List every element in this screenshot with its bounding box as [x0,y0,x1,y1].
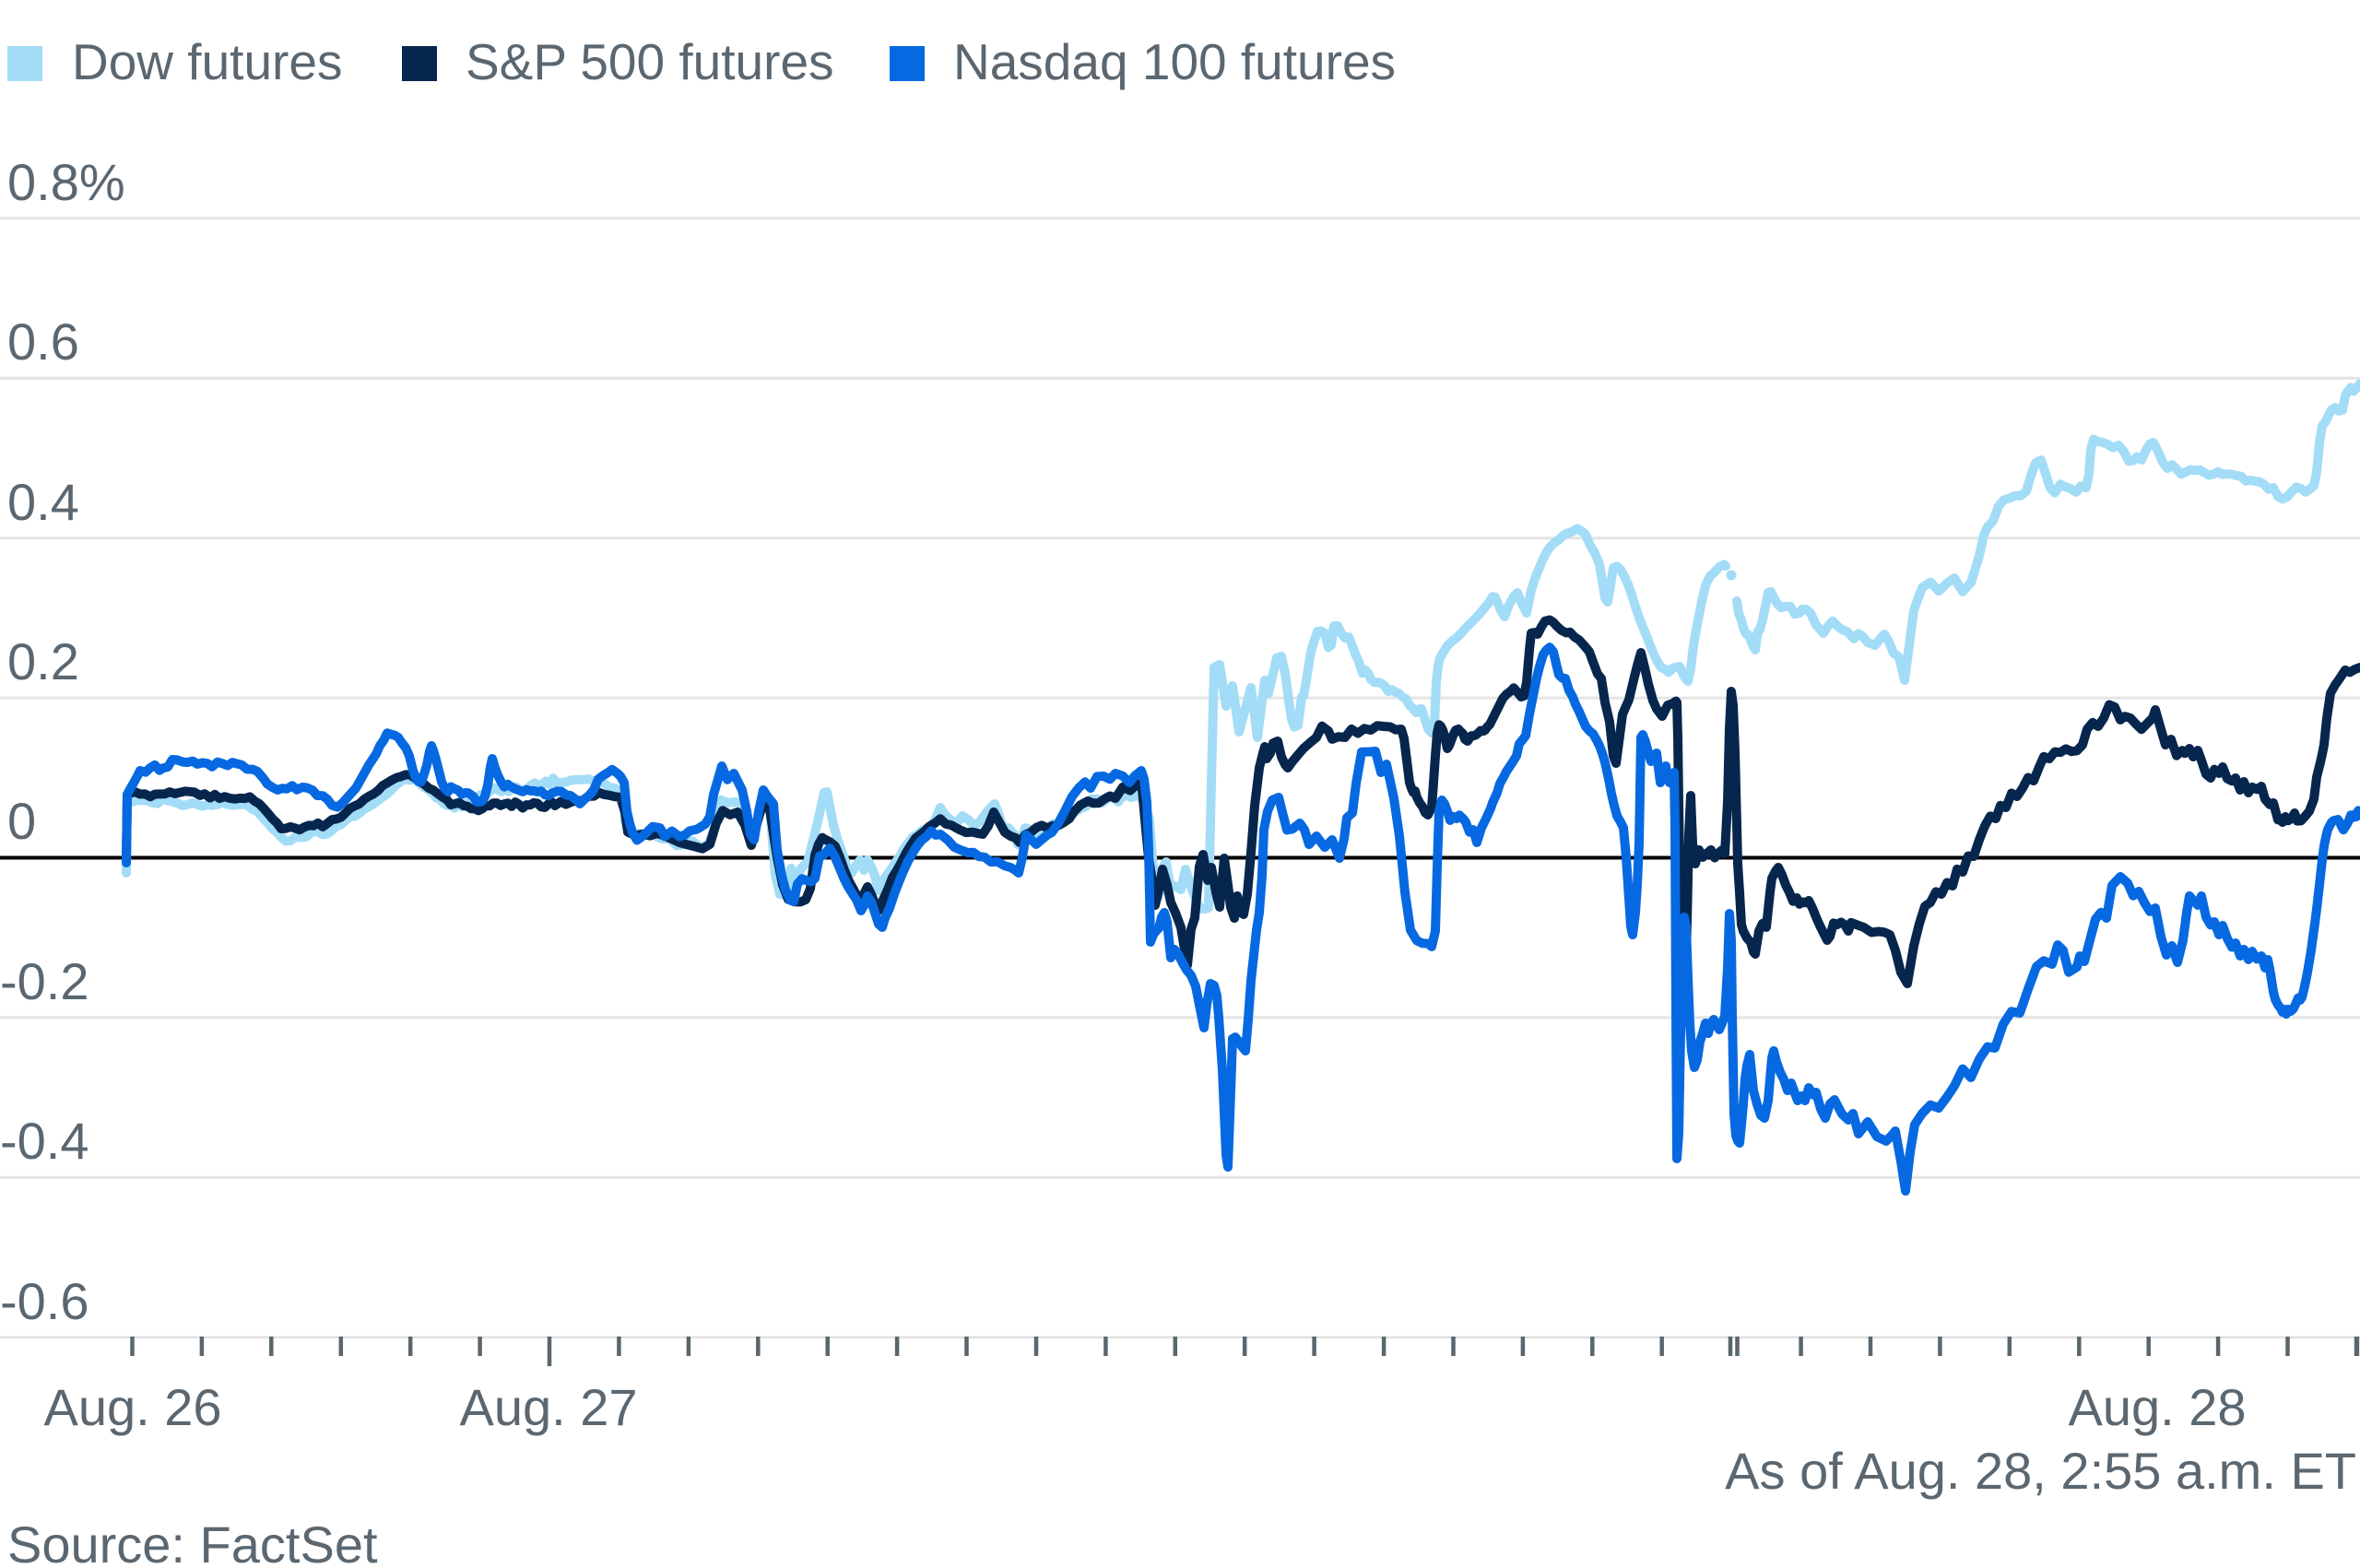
svg-text:As of Aug. 28, 2:55 a.m. ET: As of Aug. 28, 2:55 a.m. ET [1725,1442,2356,1500]
svg-text:0.4: 0.4 [7,473,79,531]
svg-text:Source: FactSet: Source: FactSet [7,1515,378,1568]
svg-text:Aug. 27: Aug. 27 [459,1378,637,1436]
svg-text:0: 0 [7,792,36,850]
svg-text:0.8%: 0.8% [7,153,125,211]
svg-text:Dow futures: Dow futures [72,33,342,90]
svg-text:S&P 500 futures: S&P 500 futures [466,33,834,90]
svg-text:Nasdaq 100 futures: Nasdaq 100 futures [953,33,1396,90]
svg-text:0.2: 0.2 [7,632,79,690]
svg-text:-0.6: -0.6 [0,1272,89,1330]
svg-text:Aug. 28: Aug. 28 [2068,1378,2246,1436]
svg-text:0.6: 0.6 [7,312,79,371]
svg-text:-0.2: -0.2 [0,952,89,1010]
svg-text:-0.4: -0.4 [0,1112,89,1170]
svg-text:Aug. 26: Aug. 26 [43,1378,221,1436]
